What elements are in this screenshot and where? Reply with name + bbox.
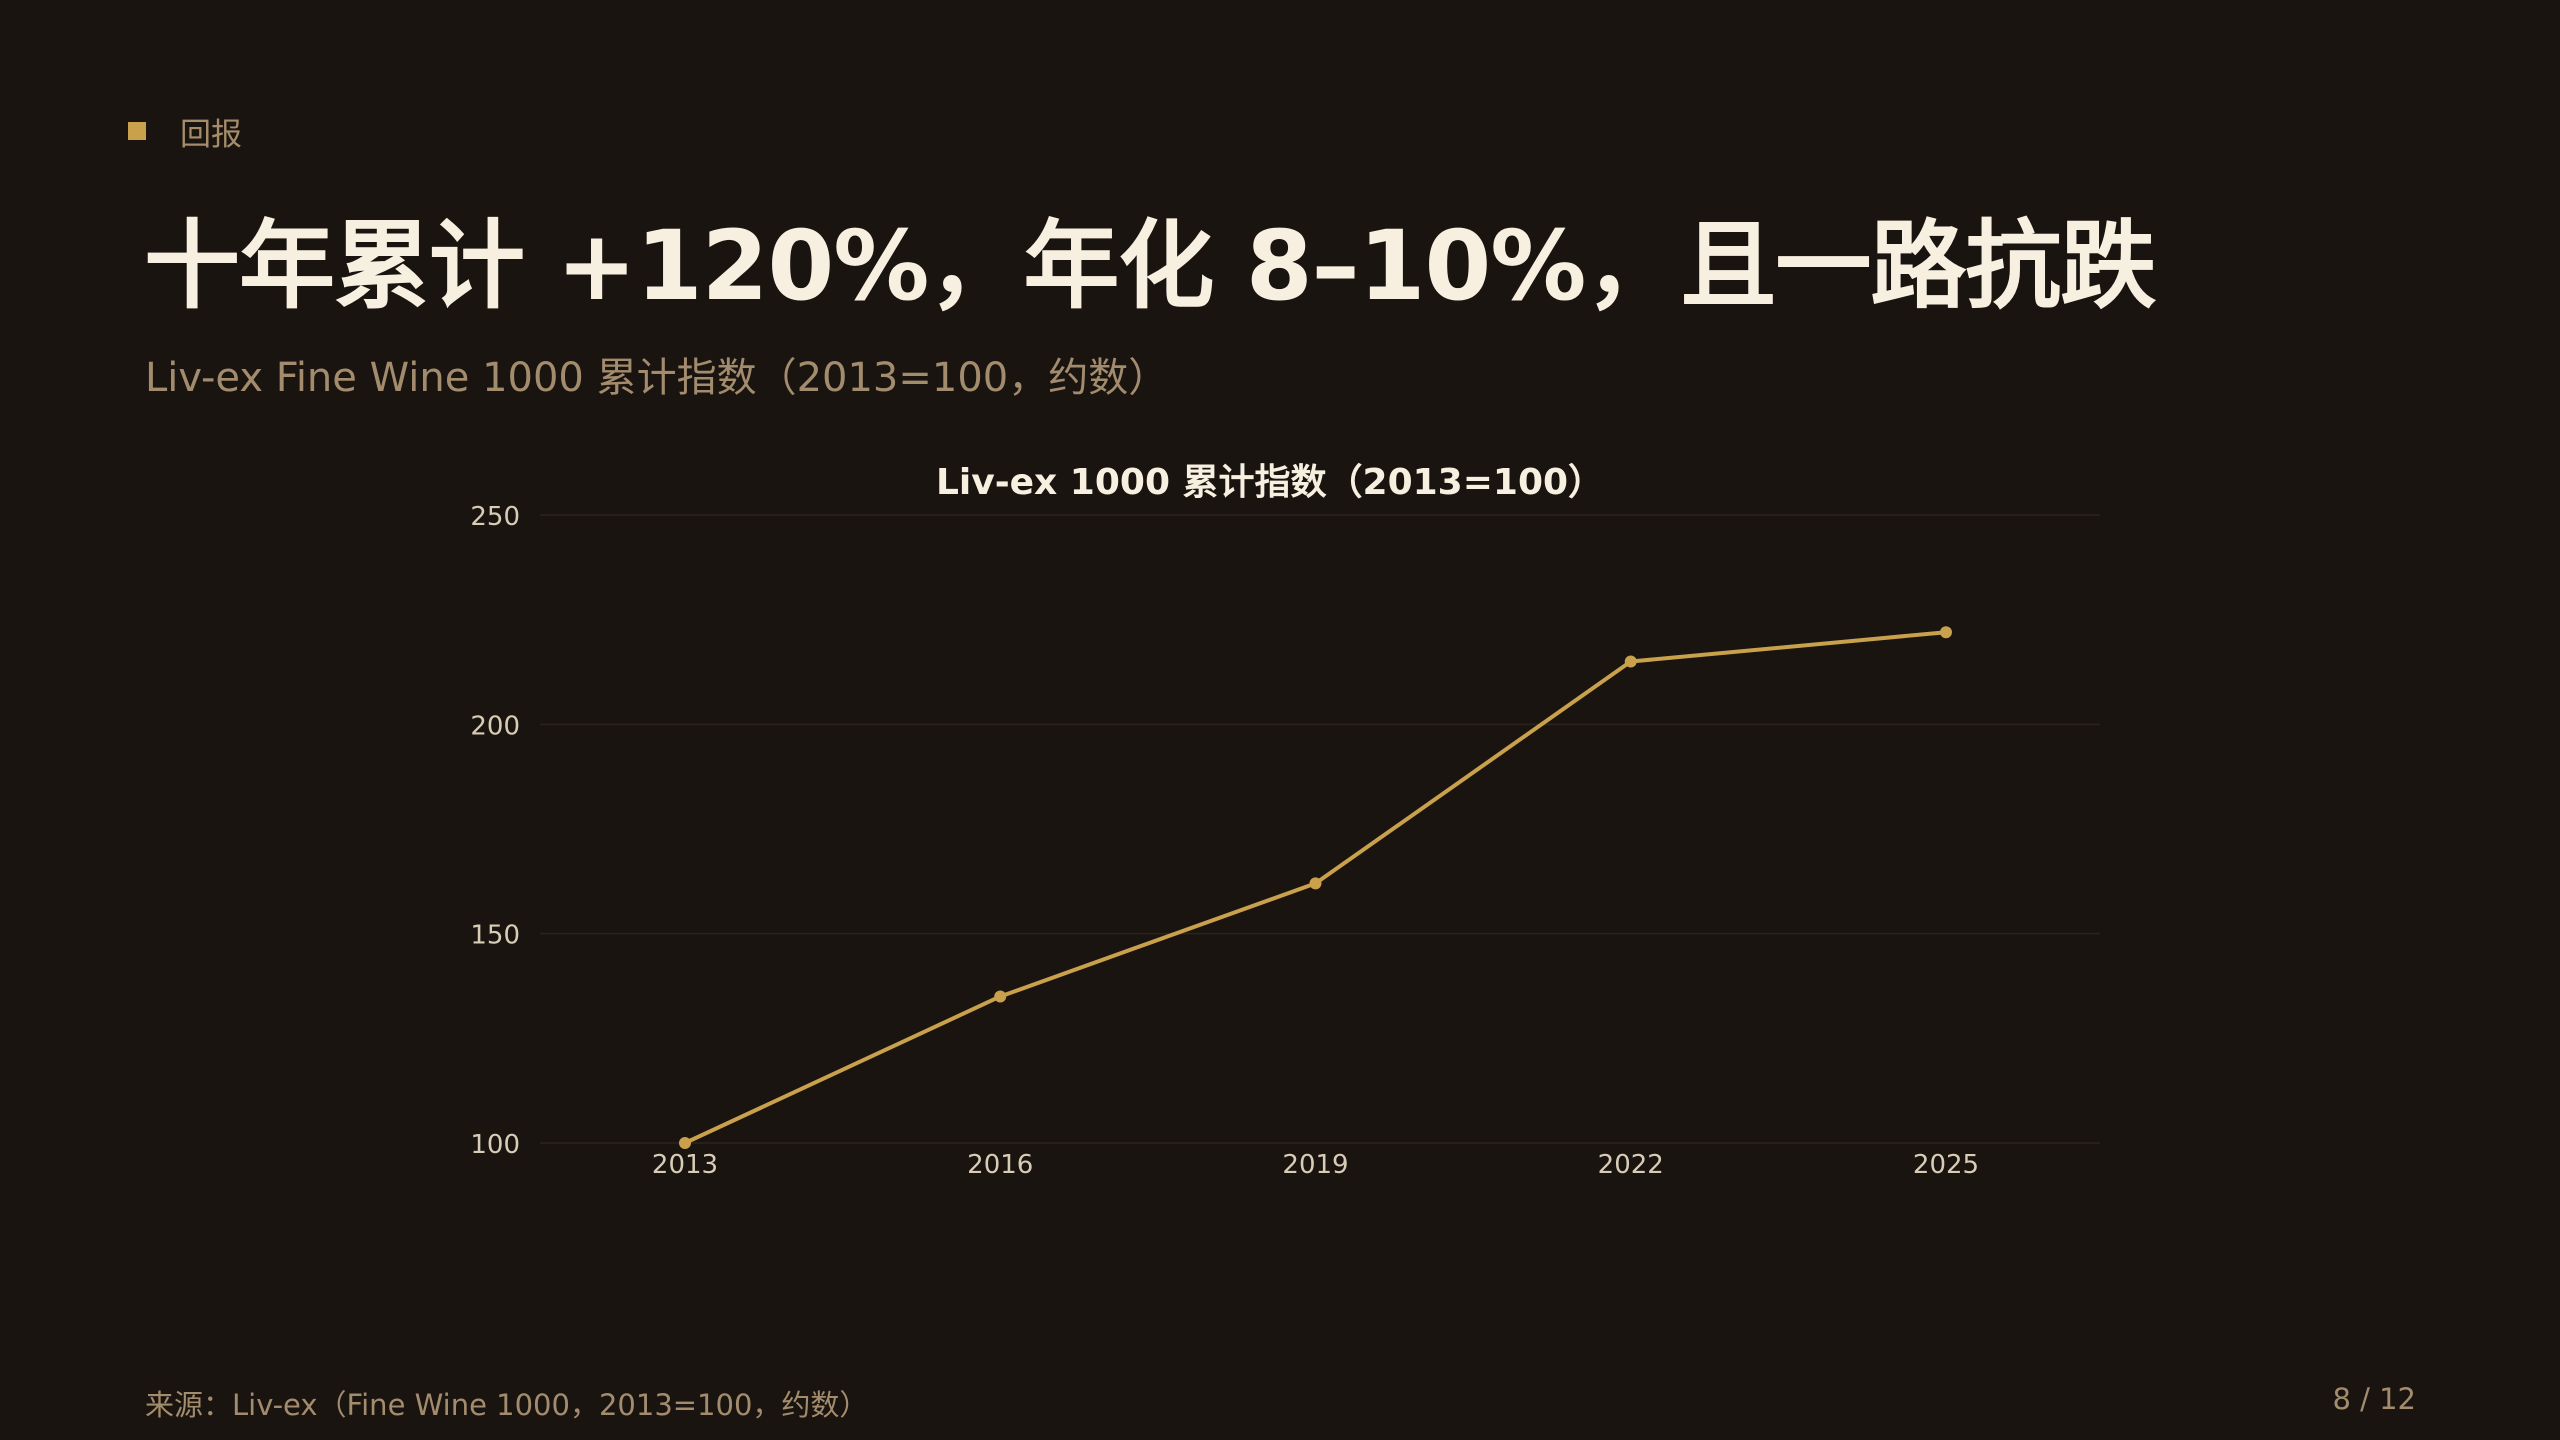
chart-grid [540, 514, 2100, 1144]
x-tick-label: 2016 [967, 1150, 1033, 1180]
y-tick-label: 150 [470, 921, 520, 951]
data-point [679, 1137, 691, 1149]
page-title: 十年累计 +120%，年化 8–10%，且一路抗跌 [144, 210, 2156, 322]
y-tick-label: 200 [470, 711, 520, 741]
y-tick-label: 100 [470, 1130, 520, 1160]
section-tag: 回报 [128, 108, 242, 154]
x-tick-label: 2013 [652, 1150, 718, 1180]
data-point [1940, 626, 1952, 639]
data-point [1309, 877, 1322, 890]
data-point [994, 990, 1007, 1003]
page-subtitle: Liv-ex Fine Wine 1000 累计指数（2013=100，约数） [145, 355, 1169, 401]
y-tick-label: 250 [470, 502, 520, 532]
x-tick-label: 2019 [1282, 1150, 1348, 1180]
x-tick-label: 2022 [1598, 1150, 1664, 1180]
x-axis-ticks: 2013 2016 2019 2022 2025 [652, 1150, 1979, 1180]
section-label: 回报 [180, 116, 242, 153]
x-tick-label: 2025 [1913, 1150, 1979, 1180]
chart-series [679, 626, 1952, 1149]
page-number: 8 / 12 [2332, 1382, 2416, 1416]
source-note: 来源：Liv-ex（Fine Wine 1000，2013=100，约数） [145, 1388, 869, 1422]
y-axis-ticks: 100 150 200 250 [470, 502, 520, 1160]
section-square-icon [128, 122, 146, 140]
chart-title: Liv-ex 1000 累计指数（2013=100） [936, 462, 1604, 503]
data-point [1624, 655, 1637, 668]
